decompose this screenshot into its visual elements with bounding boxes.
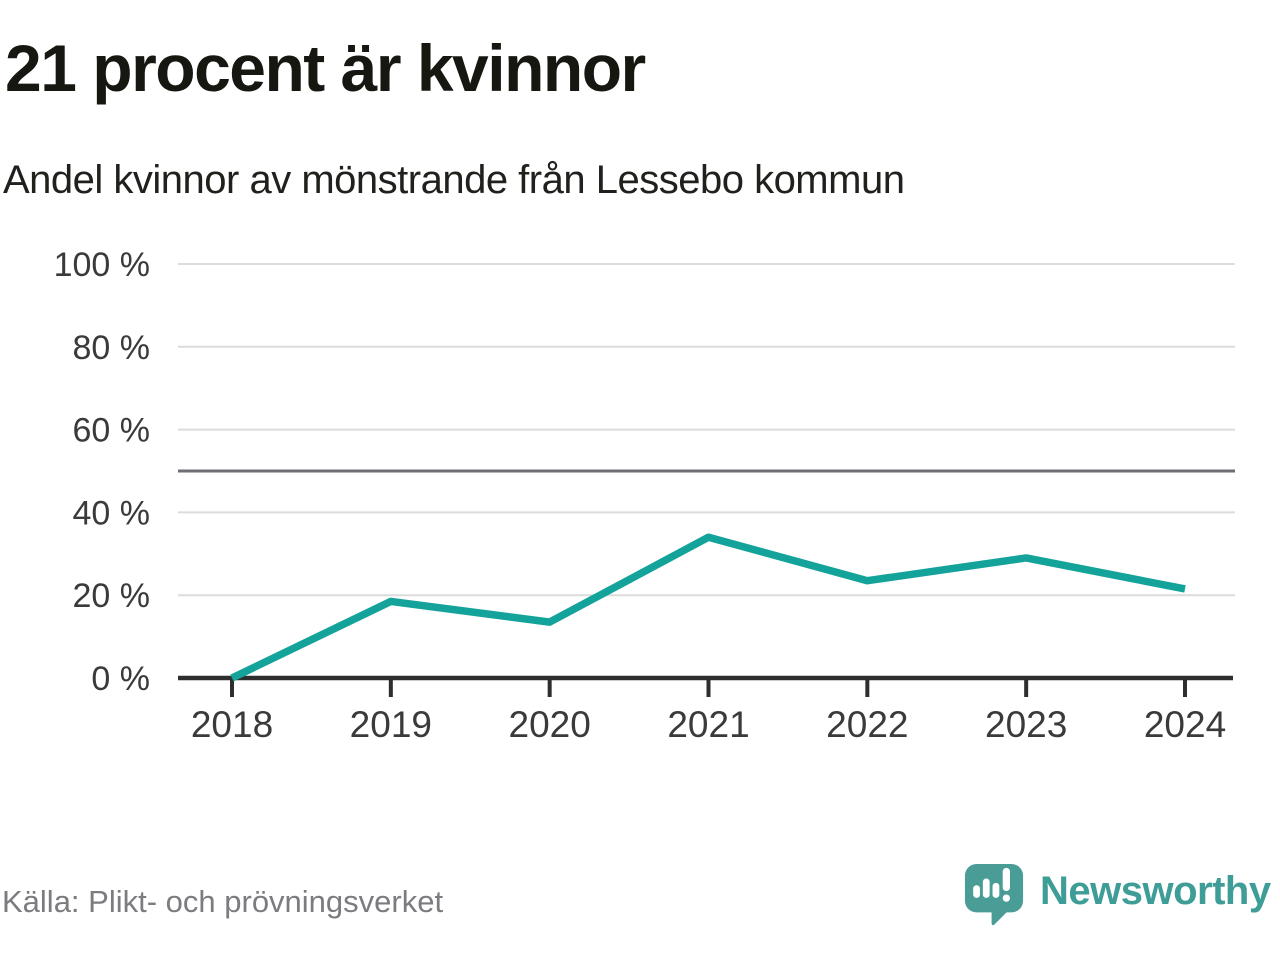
y-tick-label: 60 % — [73, 412, 151, 450]
y-tick-label: 40 % — [73, 494, 151, 532]
newsworthy-logo-text: Newsworthy — [1040, 869, 1271, 913]
x-tick-label: 2024 — [1144, 704, 1226, 745]
x-tick-label: 2020 — [509, 704, 591, 745]
newsworthy-logo-icon — [964, 863, 1024, 926]
x-tick-label: 2021 — [667, 704, 749, 745]
x-tick-label: 2018 — [191, 704, 273, 745]
newsworthy-logo: Newsworthy — [963, 862, 1271, 926]
x-tick-label: 2023 — [985, 704, 1067, 745]
x-tick-label: 2022 — [826, 704, 908, 745]
y-tick-label: 100 % — [54, 246, 150, 284]
y-tick-label: 80 % — [73, 329, 151, 367]
y-tick-label: 0 % — [91, 660, 150, 698]
chart-title: 21 procent är kvinnor — [5, 31, 646, 105]
x-tick-label: 2019 — [350, 704, 432, 745]
y-tick-label: 20 % — [73, 577, 151, 615]
source-note: Källa: Plikt- och prövningsverket — [2, 884, 444, 919]
data-line — [230, 533, 1186, 682]
chart-subtitle: Andel kvinnor av mönstrande från Lessebo… — [3, 158, 905, 202]
